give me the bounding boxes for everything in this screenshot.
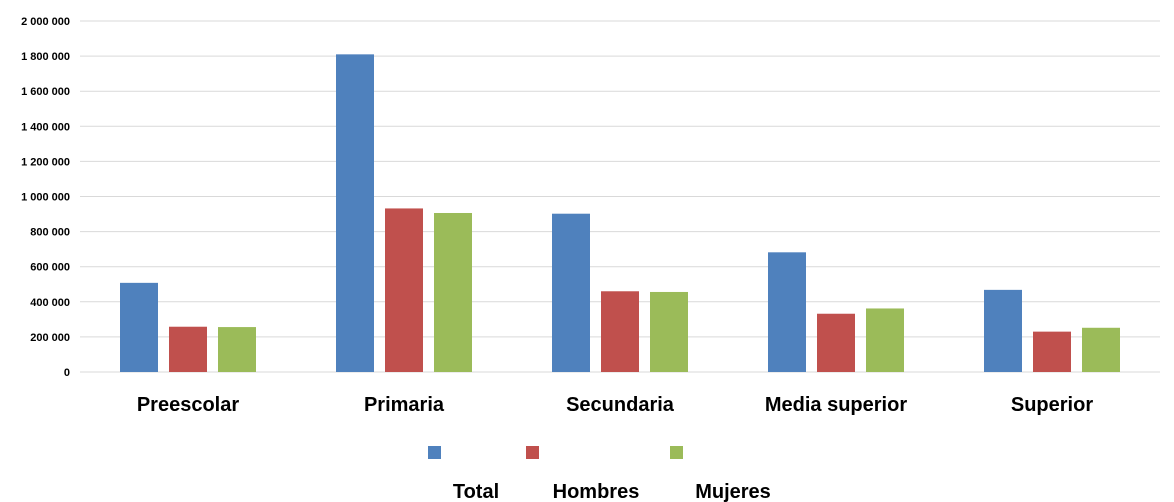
y-tick-label: 0 bbox=[64, 367, 70, 379]
x-tick-label: Media superior bbox=[765, 394, 907, 416]
y-tick-label: 1 200 000 bbox=[21, 156, 70, 168]
y-tick-label: 1 600 000 bbox=[21, 86, 70, 98]
bar-mujeres-primaria bbox=[434, 212, 472, 372]
legend-swatch-mujeres bbox=[670, 446, 683, 459]
bar-hombres-superior bbox=[1033, 331, 1071, 372]
bar-total-media-superior bbox=[768, 252, 806, 372]
y-tick-label: 2 000 000 bbox=[21, 16, 70, 28]
bar-total-superior bbox=[984, 289, 1022, 372]
y-tick-label: 200 000 bbox=[30, 332, 70, 344]
bar-total-preescolar bbox=[120, 282, 158, 372]
y-tick-label: 600 000 bbox=[30, 262, 70, 274]
x-axis-tick-labels: Preescolar Primaria Secundaria Media superi… bbox=[137, 394, 1093, 416]
x-tick-label: Superior bbox=[1011, 394, 1093, 416]
bar-mujeres-secundaria bbox=[650, 291, 688, 372]
bar-total-secundaria bbox=[552, 213, 590, 372]
bar-hombres-preescolar bbox=[169, 326, 207, 372]
legend-label-mujeres: Mujeres bbox=[695, 481, 771, 502]
y-tick-label: 1 800 000 bbox=[21, 51, 70, 63]
y-tick-label: 1 000 000 bbox=[21, 192, 70, 204]
y-tick-label: 400 000 bbox=[30, 297, 70, 309]
y-axis-tick-labels: 0 200 000 400 000 600 000 800 000 1 000 000 1 … bbox=[21, 16, 70, 379]
bar-total-primaria bbox=[336, 54, 374, 372]
bar-mujeres-preescolar bbox=[218, 327, 256, 372]
x-tick-label: Secundaria bbox=[566, 394, 675, 416]
bar-hombres-primaria bbox=[385, 208, 423, 372]
x-tick-label: Preescolar bbox=[137, 394, 240, 416]
legend-label-hombres: Hombres bbox=[553, 481, 640, 502]
legend-swatch-hombres bbox=[526, 446, 539, 459]
legend-swatch-total bbox=[428, 446, 441, 459]
bar-mujeres-superior bbox=[1082, 327, 1120, 372]
bar-mujeres-media-superior bbox=[866, 308, 904, 372]
x-tick-label: Primaria bbox=[364, 394, 445, 416]
y-tick-label: 1 400 000 bbox=[21, 121, 70, 133]
bar-hombres-secundaria bbox=[601, 291, 639, 372]
gridlines bbox=[80, 20, 1160, 373]
y-tick-label: 800 000 bbox=[30, 227, 70, 239]
legend-label-total: Total bbox=[453, 481, 499, 502]
legend: Total Hombres Mujeres bbox=[428, 446, 771, 502]
bar-hombres-media-superior bbox=[817, 313, 855, 372]
bars bbox=[120, 54, 1120, 372]
